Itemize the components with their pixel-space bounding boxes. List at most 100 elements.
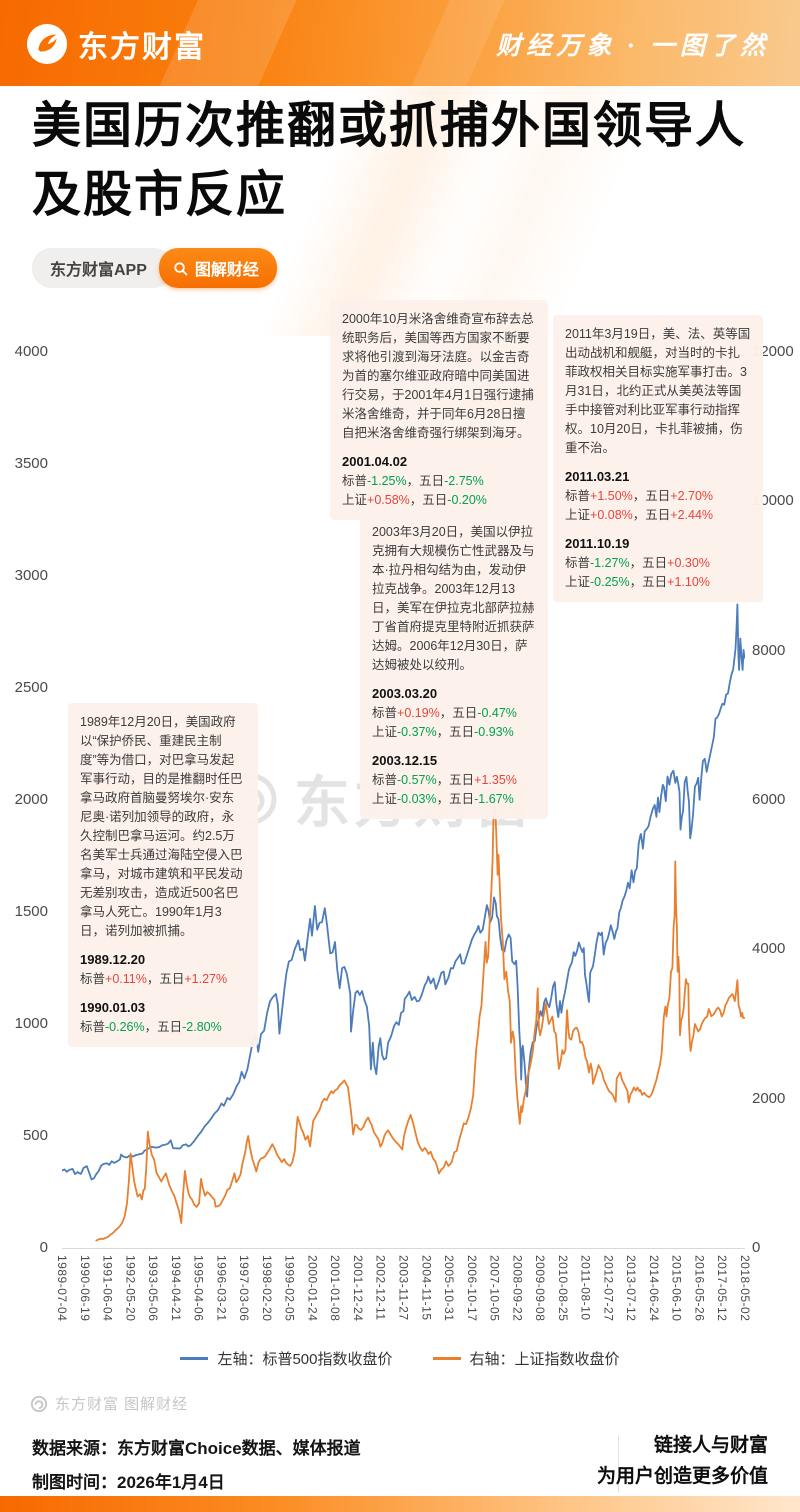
line-chart-svg — [62, 603, 745, 1242]
sse-line-series — [95, 789, 745, 1242]
search-icon — [173, 261, 188, 276]
event-stat-line: 标普-1.27%，五日+0.30% — [565, 555, 710, 570]
x-tick-label: 2004-11-15 — [419, 1255, 434, 1321]
y-tick-label: 2000 — [14, 791, 48, 808]
app-badge[interactable]: 东方财富APP — [32, 248, 173, 288]
event-stat-line: 上证-0.03%，五日-1.67% — [372, 791, 514, 806]
sp500-line-series — [62, 603, 745, 1181]
event-stat-line: 标普+0.11%，五日+1.27% — [80, 971, 228, 986]
event-stat-line: 标普-0.57%，五日+1.35% — [372, 772, 517, 787]
title-line-2: 及股市反应 — [32, 167, 288, 222]
chart-legend: 左轴：标普500指数收盘价 右轴：上证指数收盘价 — [0, 1348, 800, 1369]
footer-watermark-icon — [30, 1395, 48, 1413]
event-stat-line: 标普+0.19%，五日-0.47% — [372, 705, 517, 720]
x-tick-label: 2008-09-22 — [510, 1255, 525, 1322]
annotation-body: 2003年3月20日，美国以伊拉克拥有大规模伤亡性武器及与本·拉丹相勾结为由，发… — [372, 525, 535, 672]
column-badge[interactable]: 图解财经 — [158, 248, 277, 288]
legend-item-sse: 右轴：上证指数收盘价 — [432, 1348, 620, 1369]
y-tick-label: 8000 — [752, 641, 786, 659]
bottom-gradient-bar — [0, 1496, 800, 1512]
annotation-libya: 2011年3月19日，美、法、英等国出动战机和舰艇，对当时的卡扎菲政权相关目标实… — [553, 315, 763, 602]
x-tick-label: 2014-06-24 — [646, 1255, 661, 1322]
x-tick-label: 1996-03-21 — [214, 1255, 229, 1322]
y-tick-label: 3000 — [14, 567, 48, 584]
y-tick-label: 1500 — [14, 903, 48, 920]
x-tick-label: 2007-10-05 — [487, 1255, 502, 1322]
event-stat-line: 上证-0.25%，五日+1.10% — [565, 574, 710, 589]
annotation-iraq: 2003年3月20日，美国以伊拉克拥有大规模伤亡性武器及与本·拉丹相勾结为由，发… — [360, 513, 548, 819]
y-tick-label: 2500 — [14, 679, 48, 696]
sp500-legend-label: 左轴：标普500指数收盘价 — [217, 1351, 393, 1368]
title-line-1: 美国历次推翻或抓捕外国领导人 — [32, 99, 747, 153]
x-tick-label: 2005-10-31 — [442, 1255, 457, 1322]
header-bar: 东方财富 财经万象 · 一图了然 — [0, 0, 800, 86]
x-tick-label: 1990-06-19 — [77, 1255, 92, 1322]
brand-logo: 东方财富 — [26, 22, 206, 66]
x-tick-label: 1994-04-21 — [168, 1255, 183, 1322]
event-date: 1989.12.20 — [80, 952, 146, 967]
event-stat-line: 上证+0.08%，五日+2.44% — [565, 507, 714, 522]
data-source-text: 数据来源：东方财富Choice数据、媒体报道 — [32, 1439, 361, 1458]
y-tick-label: 3500 — [14, 455, 48, 472]
footer-divider — [618, 1436, 619, 1492]
x-tick-label: 1997-03-06 — [237, 1255, 252, 1322]
annotation-events: 1989.12.20 标普+0.11%，五日+1.27% 1990.01.03 标普-… — [80, 950, 246, 1037]
annotation-events: 2001.04.02 标普-1.25%，五日-2.75% 上证+0.58%，五日-0… — [342, 452, 536, 510]
eastmoney-logo-icon — [26, 23, 68, 65]
x-tick-label: 2012-07-27 — [601, 1255, 616, 1322]
x-tick-label: 1991-06-04 — [100, 1255, 115, 1322]
x-tick-label: 2000-01-24 — [305, 1255, 320, 1322]
x-tick-label: 1993-05-06 — [146, 1255, 161, 1322]
event-stat-line: 上证-0.37%，五日-0.93% — [372, 724, 514, 739]
y-tick-label: 1000 — [14, 1015, 48, 1032]
annotation-body: 2000年10月米洛舍维奇宣布辞去总统职务后，美国等西方国家不断要求将他引渡到海… — [342, 312, 534, 440]
y-tick-label: 4000 — [752, 940, 786, 958]
event-stat-line: 标普-0.26%，五日-2.80% — [80, 1019, 222, 1034]
x-tick-label: 1998-02-20 — [259, 1255, 274, 1322]
x-tick-label: 2016-05-26 — [692, 1255, 707, 1322]
x-tick-label: 2011-08-10 — [578, 1255, 593, 1321]
annotation-body: 1989年12月20日，美国政府以“保护侨民、重建民主制度”等为借口，对巴拿马发… — [80, 715, 243, 938]
y-tick-label: 500 — [22, 1127, 48, 1144]
chart-date-text: 制图时间：2026年1月4日 — [32, 1473, 225, 1492]
x-tick-label: 1989-07-04 — [55, 1255, 69, 1322]
event-stat-line: 标普-1.25%，五日-2.75% — [342, 473, 484, 488]
event-date: 2003.12.15 — [372, 752, 438, 768]
x-tick-label: 2001-12-24 — [350, 1255, 365, 1322]
sp500-legend-swatch — [180, 1357, 209, 1360]
badge-row: 东方财富APP 图解财经 — [32, 248, 277, 288]
footer-watermark-text: 东方财富 图解财经 — [55, 1396, 189, 1413]
annotation-events: 2003.03.20 标普+0.19%，五日-0.47% 上证-0.37%，五日-0… — [372, 684, 536, 809]
x-tick-label: 2006-10-17 — [464, 1255, 479, 1322]
x-tick-label: 2009-09-08 — [533, 1255, 548, 1322]
y-tick-label: 0 — [752, 1239, 761, 1256]
event-date: 1990.01.03 — [80, 999, 146, 1015]
sse-legend-swatch — [432, 1357, 461, 1360]
brand-name: 东方财富 — [78, 31, 206, 64]
event-date: 2001.04.02 — [342, 454, 408, 469]
header-slogan: 财经万象 · 一图了然 — [496, 33, 770, 60]
footer-tagline-block: 链接人与财富 为用户创造更多价值 — [597, 1430, 768, 1492]
x-tick-label: 2017-05-12 — [715, 1255, 730, 1322]
y-tick-label: 4000 — [14, 343, 48, 360]
x-tick-label: 1999-02-05 — [282, 1255, 297, 1322]
x-tick-label: 2015-06-10 — [669, 1255, 684, 1322]
column-badge-label: 图解财经 — [194, 262, 259, 279]
footer-source-block: 数据来源：东方财富Choice数据、媒体报道 制图时间：2026年1月4日 — [32, 1432, 361, 1500]
y-tick-label: 0 — [39, 1239, 48, 1256]
y-tick-label: 2000 — [752, 1089, 786, 1107]
page-title: 美国历次推翻或抓捕外国领导人 及股市反应 — [32, 92, 746, 229]
annotation-events: 2011.03.21 标普+1.50%，五日+2.70% 上证+0.08%，五日+2… — [565, 467, 751, 592]
event-date: 2003.03.20 — [372, 686, 438, 701]
x-tick-label: 1995-04-06 — [191, 1255, 206, 1322]
x-tick-label: 2013-07-12 — [624, 1255, 639, 1322]
event-stat-line: 上证+0.58%，五日-0.20% — [342, 492, 487, 507]
sse-legend-label: 右轴：上证指数收盘价 — [469, 1351, 620, 1368]
annotation-panama: 1989年12月20日，美国政府以“保护侨民、重建民主制度”等为借口，对巴拿马发… — [68, 703, 258, 1047]
legend-item-sp500: 左轴：标普500指数收盘价 — [180, 1348, 393, 1369]
event-date: 2011.03.21 — [565, 469, 630, 484]
tagline-line-2: 为用户创造更多价值 — [596, 1466, 768, 1487]
footer-watermark: 东方财富 图解财经 — [30, 1393, 188, 1414]
x-tick-label: 2002-12-11 — [373, 1255, 388, 1321]
